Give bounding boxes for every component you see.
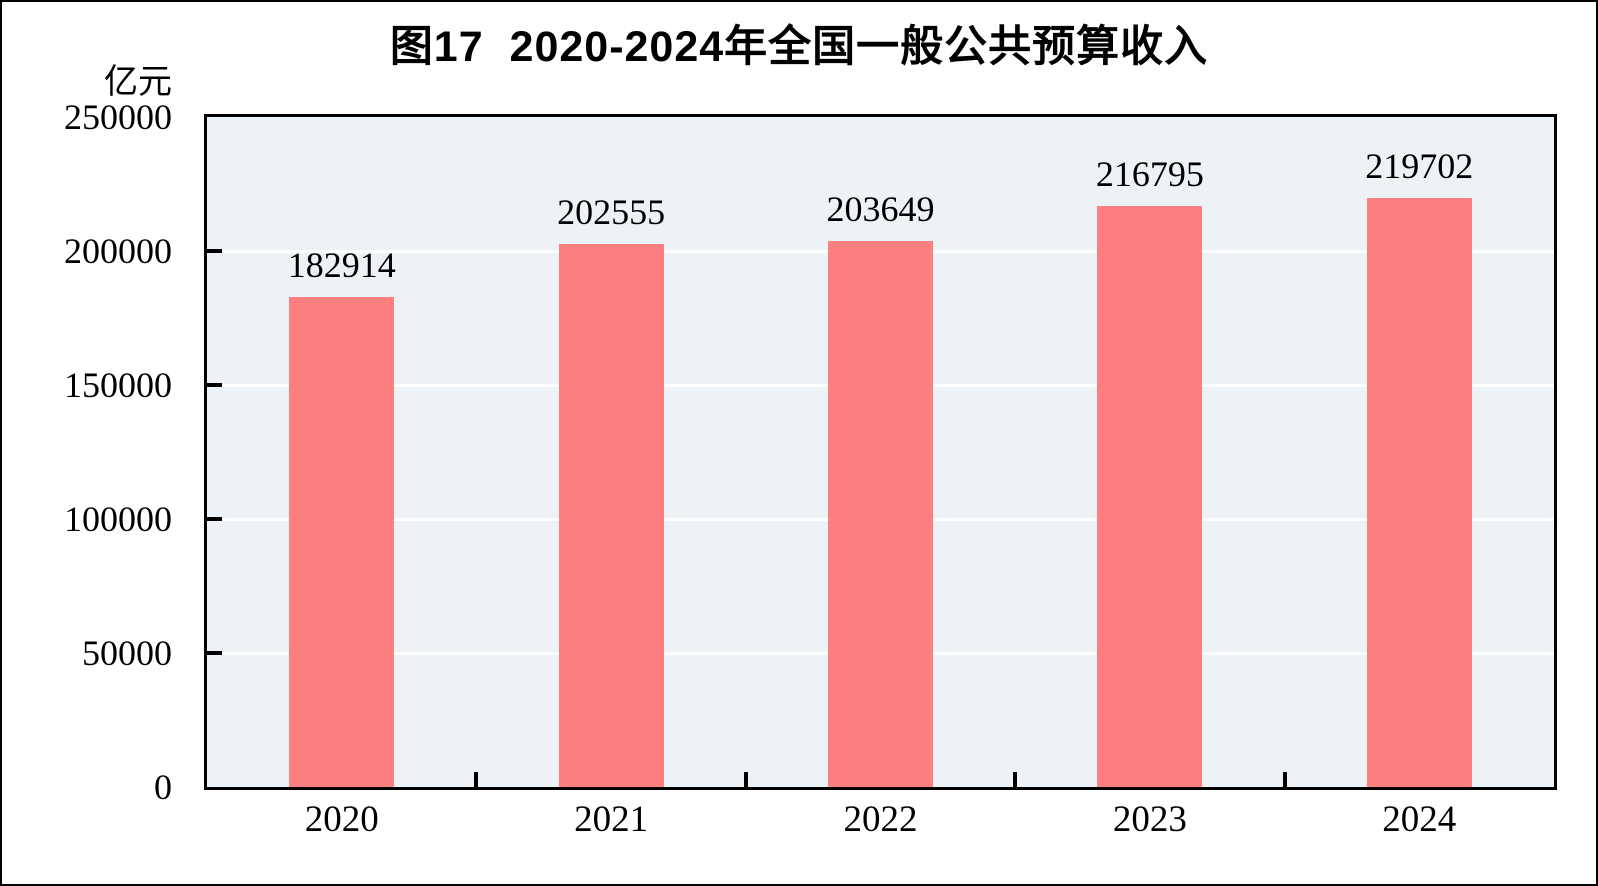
x-tick-label-2021: 2021 — [574, 799, 649, 840]
x-tick-mark-4 — [1282, 772, 1287, 787]
y-axis-tick-labels: 0 50000 100000 150000 200000 250000 — [2, 99, 172, 805]
bar-value-label-2023: 216795 — [1095, 154, 1204, 194]
x-tick-mark-1 — [474, 772, 479, 787]
y-tick-label-50000: 50000 — [82, 633, 172, 673]
bar-2022 — [828, 241, 933, 787]
y-tick-mark-50000 — [207, 651, 222, 655]
y-tick-label-200000: 200000 — [64, 231, 172, 271]
plot-area: 182914 202555 203649 216795 219702 — [204, 114, 1557, 790]
y-tick-mark-200000 — [207, 249, 222, 253]
bar-2020 — [289, 296, 395, 787]
bar-value-label-2020: 182914 — [287, 244, 396, 285]
y-tick-label-100000: 100000 — [64, 499, 172, 539]
bar-value-label-2022: 203649 — [826, 189, 935, 230]
y-tick-mark-100000 — [207, 517, 222, 521]
bar-2024 — [1366, 198, 1472, 787]
x-tick-label-2022: 2022 — [843, 799, 918, 840]
y-axis-unit-label: 亿元 — [104, 64, 172, 101]
y-tick-mark-150000 — [207, 383, 222, 387]
x-tick-label-2024: 2024 — [1382, 799, 1457, 840]
y-tick-label-150000: 150000 — [64, 365, 172, 405]
x-tick-mark-2 — [743, 772, 748, 787]
y-tick-label-250000: 250000 — [64, 97, 172, 137]
y-tick-label-0: 0 — [154, 767, 172, 807]
bar-value-label-2021: 202555 — [557, 192, 666, 233]
bar-2023 — [1097, 206, 1203, 787]
bar-value-label-2024: 219702 — [1365, 146, 1474, 187]
chart-title: 图17 2020-2024年全国一般公共预算收入 — [389, 23, 1209, 71]
x-tick-label-2023: 2023 — [1112, 799, 1187, 840]
x-axis-tick-labels: 2020 2021 2022 2023 2024 — [204, 800, 1557, 850]
x-tick-mark-3 — [1013, 772, 1018, 787]
x-tick-label-2020: 2020 — [304, 799, 379, 840]
bar-2021 — [558, 244, 664, 787]
